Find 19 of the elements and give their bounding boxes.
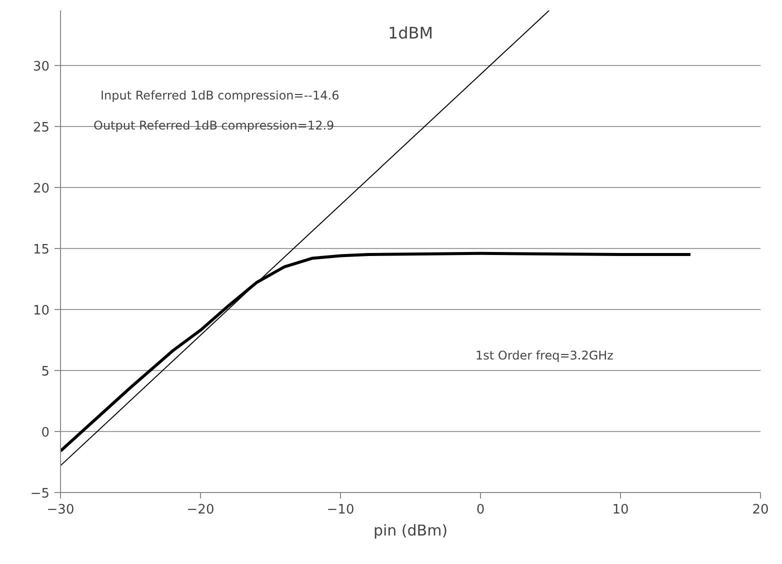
y-tick-label: 0 — [41, 425, 50, 440]
x-tick-label: 0 — [476, 502, 485, 518]
x-tick-label: −30 — [46, 502, 74, 518]
y-tick-label: 20 — [32, 181, 50, 196]
annotation: Output Referred 1dB compression=12.9 — [94, 118, 334, 132]
y-tick-label: 25 — [32, 120, 50, 136]
annotation: Input Referred 1dB compression=--14.6 — [100, 88, 340, 102]
y-tick-label: 30 — [32, 59, 50, 74]
annotation: 1st Order freq=3.2GHz — [476, 348, 614, 362]
x-tick-label: −20 — [186, 502, 214, 518]
y-tick-label: 15 — [32, 242, 50, 258]
y-tick-label: 10 — [32, 303, 50, 318]
y-tick-label: 5 — [41, 364, 50, 380]
x-axis-title: pin (dBm) — [373, 522, 448, 540]
x-tick-label: 10 — [612, 502, 629, 518]
x-tick-label: 20 — [752, 502, 769, 518]
x-tick-label: −10 — [326, 502, 354, 518]
y-tick-label: −5 — [30, 486, 50, 502]
text: 1dBM — [388, 24, 434, 42]
